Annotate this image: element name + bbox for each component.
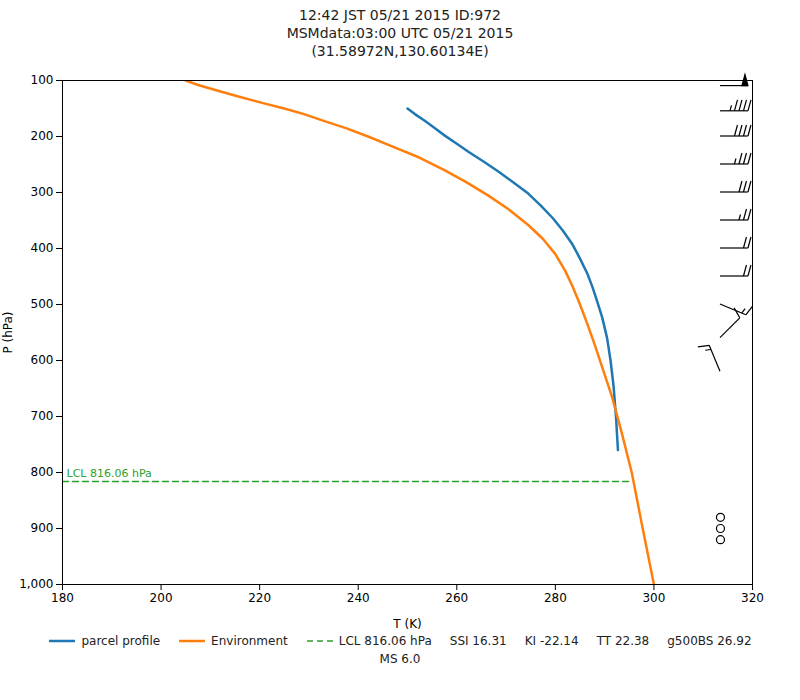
html-text:parcel profile: parcel profile bbox=[81, 634, 161, 648]
svg-text:1,000: 1,000 bbox=[19, 577, 53, 591]
svg-text:180: 180 bbox=[51, 591, 74, 605]
html-text:LCL 816.06 hPa: LCL 816.06 hPa bbox=[338, 634, 432, 648]
svg-text:320: 320 bbox=[741, 591, 764, 605]
html-text:g500BS 26.92: g500BS 26.92 bbox=[667, 634, 752, 648]
html-text:MS 6.0: MS 6.0 bbox=[379, 652, 421, 666]
html-text:TT 22.38: TT 22.38 bbox=[596, 634, 650, 648]
svg-text:300: 300 bbox=[642, 591, 665, 605]
svg-text:P (hPa): P (hPa) bbox=[1, 311, 15, 353]
html-text:12:42 JST 05/21 2015 ID:972: 12:42 JST 05/21 2015 ID:972 bbox=[299, 7, 501, 23]
html-text:(31.58972N,130.60134E): (31.58972N,130.60134E) bbox=[311, 43, 489, 59]
html-text:SSI 16.31: SSI 16.31 bbox=[449, 634, 507, 648]
svg-text:T (K): T (K) bbox=[392, 617, 421, 631]
html-text:MSMdata:03:00 UTC 05/21 2015: MSMdata:03:00 UTC 05/21 2015 bbox=[286, 25, 514, 41]
svg-text:220: 220 bbox=[248, 591, 271, 605]
svg-text:LCL 816.06 hPa: LCL 816.06 hPa bbox=[67, 467, 152, 480]
html-text:KI -22.14: KI -22.14 bbox=[524, 634, 579, 648]
svg-text:300: 300 bbox=[31, 185, 54, 199]
svg-text:700: 700 bbox=[31, 409, 54, 423]
svg-text:400: 400 bbox=[31, 241, 54, 255]
svg-text:900: 900 bbox=[31, 521, 54, 535]
svg-text:200: 200 bbox=[150, 591, 173, 605]
svg-text:800: 800 bbox=[31, 465, 54, 479]
svg-text:600: 600 bbox=[31, 353, 54, 367]
svg-text:200: 200 bbox=[31, 129, 54, 143]
svg-text:280: 280 bbox=[544, 591, 567, 605]
html-text:Environment: Environment bbox=[211, 634, 288, 648]
svg-text:500: 500 bbox=[31, 297, 54, 311]
svg-text:100: 100 bbox=[31, 73, 54, 87]
svg-text:260: 260 bbox=[445, 591, 468, 605]
svg-text:240: 240 bbox=[347, 591, 370, 605]
